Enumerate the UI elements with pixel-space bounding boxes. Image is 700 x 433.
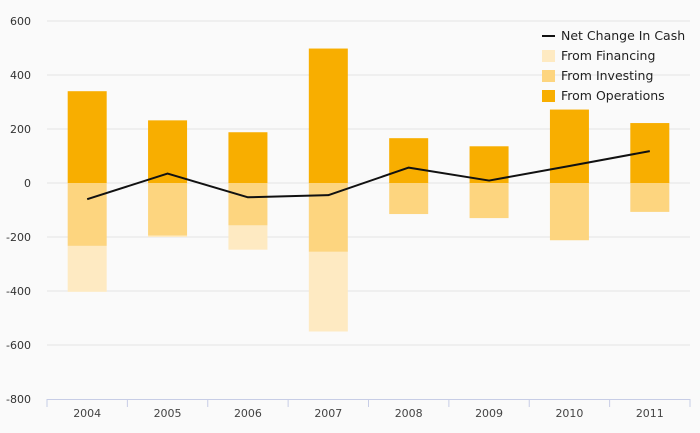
legend-label-investing: From Investing bbox=[561, 68, 653, 83]
x-axis bbox=[46, 399, 691, 407]
bar-operations bbox=[67, 91, 107, 183]
bar-investing bbox=[308, 183, 348, 252]
y-tick-label: 400 bbox=[10, 69, 31, 82]
bar-investing bbox=[228, 183, 268, 226]
y-tick-label: 0 bbox=[24, 177, 31, 190]
bar-investing bbox=[148, 183, 188, 236]
bar-investing bbox=[67, 183, 107, 246]
legend: Net Change In Cash From Financing From I… bbox=[542, 28, 685, 103]
y-tick-label: 600 bbox=[10, 15, 31, 28]
bar-financing bbox=[148, 235, 188, 237]
y-tick-label: -400 bbox=[6, 285, 31, 298]
bar-investing bbox=[630, 183, 670, 212]
x-tick-label: 2005 bbox=[154, 407, 182, 420]
y-tick-label: 200 bbox=[10, 123, 31, 136]
y-tick-label: -200 bbox=[6, 231, 31, 244]
bar-investing bbox=[469, 183, 509, 219]
y-axis-labels: 600 400 200 0 -200 -400 -600 -800 bbox=[6, 15, 31, 406]
x-tick-label: 2004 bbox=[73, 407, 101, 420]
bar-financing bbox=[228, 225, 268, 250]
bar-investing bbox=[389, 183, 429, 215]
y-tick-label: -800 bbox=[6, 393, 31, 406]
net-change-line bbox=[86, 150, 650, 201]
bar-financing bbox=[308, 251, 348, 332]
bar-financing bbox=[67, 245, 107, 292]
x-tick-label: 2009 bbox=[475, 407, 503, 420]
x-tick-label: 2008 bbox=[395, 407, 423, 420]
bars bbox=[67, 48, 670, 332]
y-tick-label: -600 bbox=[6, 339, 31, 352]
bar-operations bbox=[469, 146, 509, 183]
legend-label-net-change: Net Change In Cash bbox=[561, 28, 685, 43]
bar-investing bbox=[549, 183, 589, 241]
legend-swatch-operations bbox=[542, 90, 555, 102]
legend-label-operations: From Operations bbox=[561, 88, 665, 103]
bar-operations bbox=[308, 48, 348, 183]
legend-swatch-investing bbox=[542, 70, 555, 82]
bar-operations bbox=[549, 109, 589, 183]
bar-operations bbox=[389, 138, 429, 183]
net-change-series-line bbox=[86, 150, 650, 201]
legend-swatch-financing bbox=[542, 50, 555, 62]
x-tick-label: 2011 bbox=[636, 407, 664, 420]
bar-operations bbox=[228, 132, 268, 183]
legend-label-financing: From Financing bbox=[561, 48, 655, 63]
x-axis-labels: 2004 2005 2006 2007 2008 2009 2010 2011 bbox=[73, 407, 664, 420]
x-tick-label: 2006 bbox=[234, 407, 262, 420]
x-tick-label: 2007 bbox=[314, 407, 342, 420]
x-tick-label: 2010 bbox=[555, 407, 583, 420]
